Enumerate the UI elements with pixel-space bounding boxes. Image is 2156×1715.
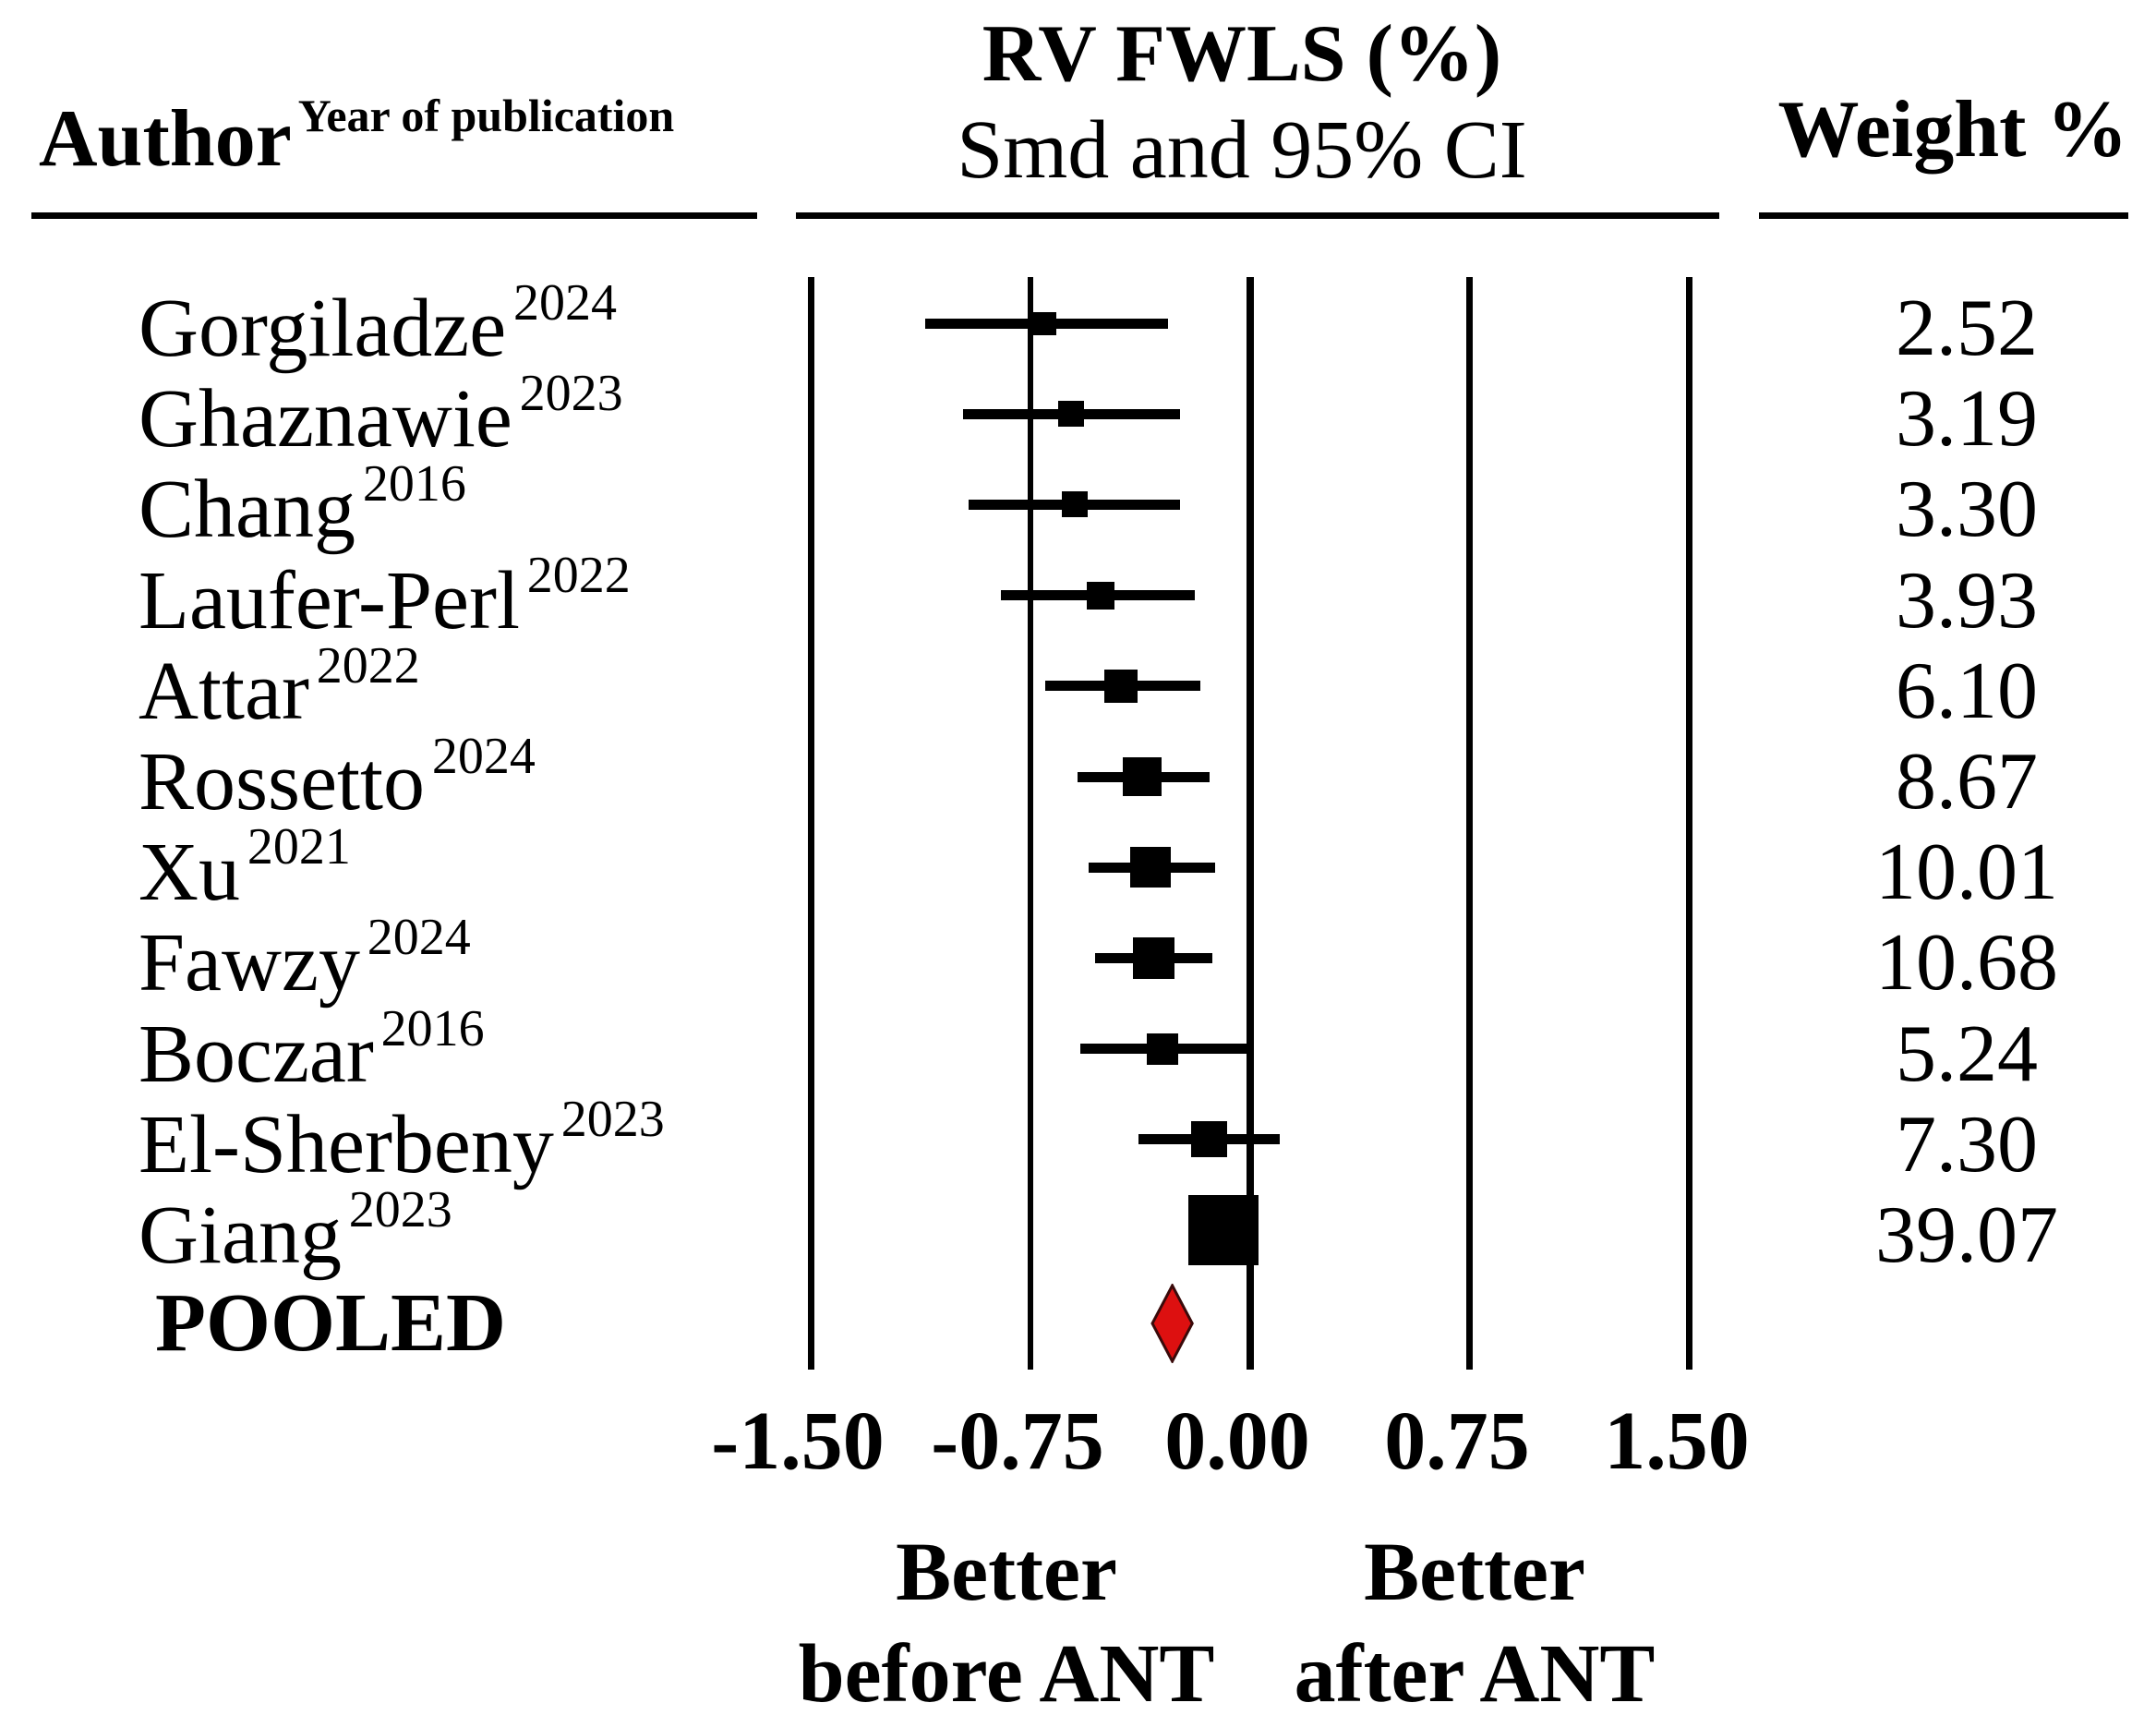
smd-marker-square [1061,491,1088,518]
gridline-0.00 [1247,277,1254,1370]
direction-label-right: Better after ANT [1142,1522,1807,1715]
weight-value: 10.68 [1875,918,2058,1008]
study-year-superscript: 2022 [316,636,420,694]
study-year-superscript: 2023 [560,1090,665,1148]
gridline--0.75 [1028,277,1034,1370]
axis-tick-label: 0.75 [1384,1395,1530,1487]
smd-marker-square [1058,401,1085,428]
weight-column-header: Weight % [1777,84,2128,175]
smd-marker-square [1122,757,1162,796]
gridline-0.75 [1466,277,1474,1370]
study-row-label: Fawzy 2024 [139,912,471,1015]
author-header-underline [31,212,757,219]
study-year-superscript: 2021 [247,818,351,876]
author-header-label: Author [39,93,292,184]
gridline--1.50 [807,277,814,1370]
smd-marker-square [1146,1033,1178,1065]
plot-title-line1: RV FWLS (%) [982,9,1502,99]
study-year-superscript: 2024 [513,274,618,332]
study-author: Gorgiladze [139,283,507,374]
study-author: Boczar [139,1008,374,1100]
smd-marker-square [1191,1121,1228,1158]
study-author: Fawzy [139,917,360,1009]
plot-header-underline [796,212,1719,219]
study-row-label: Xu 2021 [139,821,351,924]
study-author: Chang [139,464,355,556]
plot-title-line2: Smd and 95% CI [957,104,1527,196]
study-row-label: Giang 2023 [139,1184,452,1287]
study-year-superscript: 2023 [519,365,623,423]
study-year-superscript: 2016 [362,455,466,513]
study-row-label: Chang 2016 [139,458,466,562]
smd-marker-square [1130,847,1172,888]
weight-value: 3.93 [1896,555,2038,646]
study-row-label: El-Sherbeny 2023 [139,1093,665,1197]
study-year-superscript: 2016 [380,999,485,1057]
weight-value: 39.07 [1875,1190,2058,1280]
study-author: Laufer-Perl [139,554,520,646]
axis-tick-label: 1.50 [1604,1395,1750,1487]
weight-value: 7.30 [1896,1099,2038,1190]
weight-value: 10.01 [1875,827,2058,918]
study-author: Rossetto [139,736,426,827]
study-year-superscript: 2024 [431,728,536,785]
study-year-superscript: 2022 [526,546,631,604]
pooled-row-label: POOLED [155,1277,507,1369]
smd-marker-square [1104,669,1138,703]
pooled-diamond [1150,1284,1195,1363]
weight-value: 6.10 [1896,646,2038,736]
smd-marker-square [1132,936,1174,979]
direction-label-right-line2: after ANT [1294,1628,1656,1715]
axis-tick-label: 0.00 [1164,1395,1310,1487]
study-author: Ghaznawie [139,373,512,465]
gridline-1.50 [1686,277,1693,1370]
direction-label-left-line1: Better [896,1527,1117,1618]
smd-marker-square [1087,581,1115,610]
weight-value: 3.30 [1896,465,2038,555]
author-column-header: Author Year of publication [39,90,675,187]
direction-label-left-line2: before ANT [798,1628,1215,1715]
weight-value: 2.52 [1896,284,2038,373]
smd-marker-square [1188,1195,1259,1265]
study-author: Giang [139,1190,342,1281]
study-author: El-Sherbeny [139,1098,554,1190]
study-row-label: Laufer-Perl 2022 [139,550,631,653]
weight-value: 8.67 [1896,737,2038,827]
study-row-label: Gorgiladze 2024 [139,277,617,380]
direction-label-right-line1: Better [1364,1527,1585,1618]
study-author: Attar [139,645,309,737]
study-row-label: Boczar 2016 [139,1003,485,1106]
study-year-superscript: 2023 [348,1181,452,1238]
smd-marker-square [1033,311,1057,335]
weight-header-underline [1759,212,2128,219]
weight-value: 5.24 [1896,1008,2038,1099]
author-header-superscript: Year of publication [297,90,675,141]
study-author: Xu [139,827,240,919]
study-row-label: Attar 2022 [139,640,420,743]
axis-tick-label: -0.75 [931,1395,1104,1487]
axis-tick-label: -1.50 [711,1395,885,1487]
study-row-label: Ghaznawie 2023 [139,368,623,471]
weight-value: 3.19 [1896,374,2038,465]
direction-label-left: Better before ANT [674,1522,1339,1715]
plot-title: RV FWLS (%) Smd and 95% CI [817,7,1667,199]
study-year-superscript: 2024 [367,909,471,967]
study-row-label: Rossetto 2024 [139,731,536,834]
pooled-diamond-shape [1150,1284,1195,1363]
